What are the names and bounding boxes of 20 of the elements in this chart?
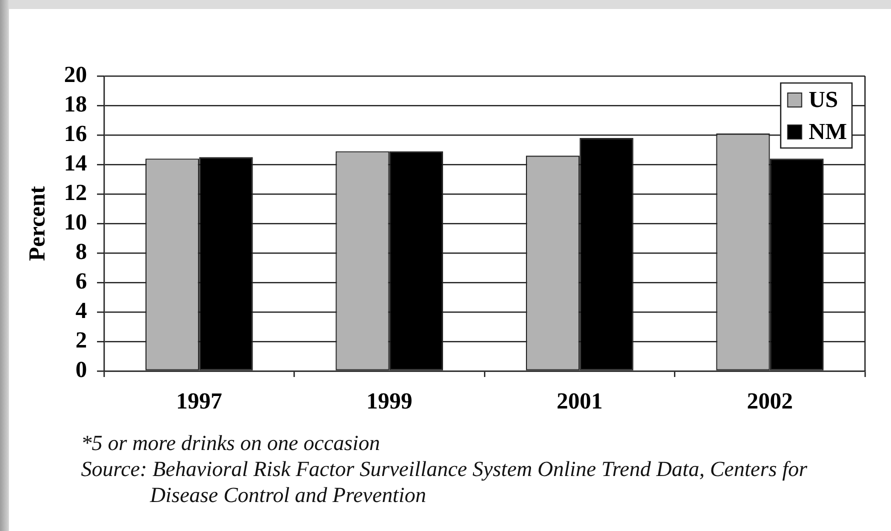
x-tick-label: 2002 [746,388,793,414]
y-tick-label: 6 [76,268,87,294]
y-tick-label: 4 [76,298,88,323]
x-tick-label: 1997 [176,388,222,414]
x-tick-label: 1999 [366,388,412,414]
y-tick-label: 12 [64,180,87,205]
legend-label: NM [808,118,848,144]
legend-label: US [808,86,838,112]
y-tick-label: 10 [64,209,87,234]
y-tick-label: 14 [64,150,88,176]
y-tick-label: 8 [76,238,87,264]
y-tick-label: 20 [64,62,87,87]
x-tick-label: 2001 [556,388,603,414]
y-tick-label: 16 [64,120,87,146]
text: *5 or more drinks on one occasion [81,430,381,456]
source-note: Source: Behavioral Risk Factor Surveillance System Online Trend Data, Centers for Disease Control and Prevention [81,456,808,508]
y-tick-label: 0 [76,356,87,382]
y-tick-label: 18 [64,91,87,116]
y-tick-label: 2 [76,327,87,352]
y-axis-title: Percent [24,186,50,261]
